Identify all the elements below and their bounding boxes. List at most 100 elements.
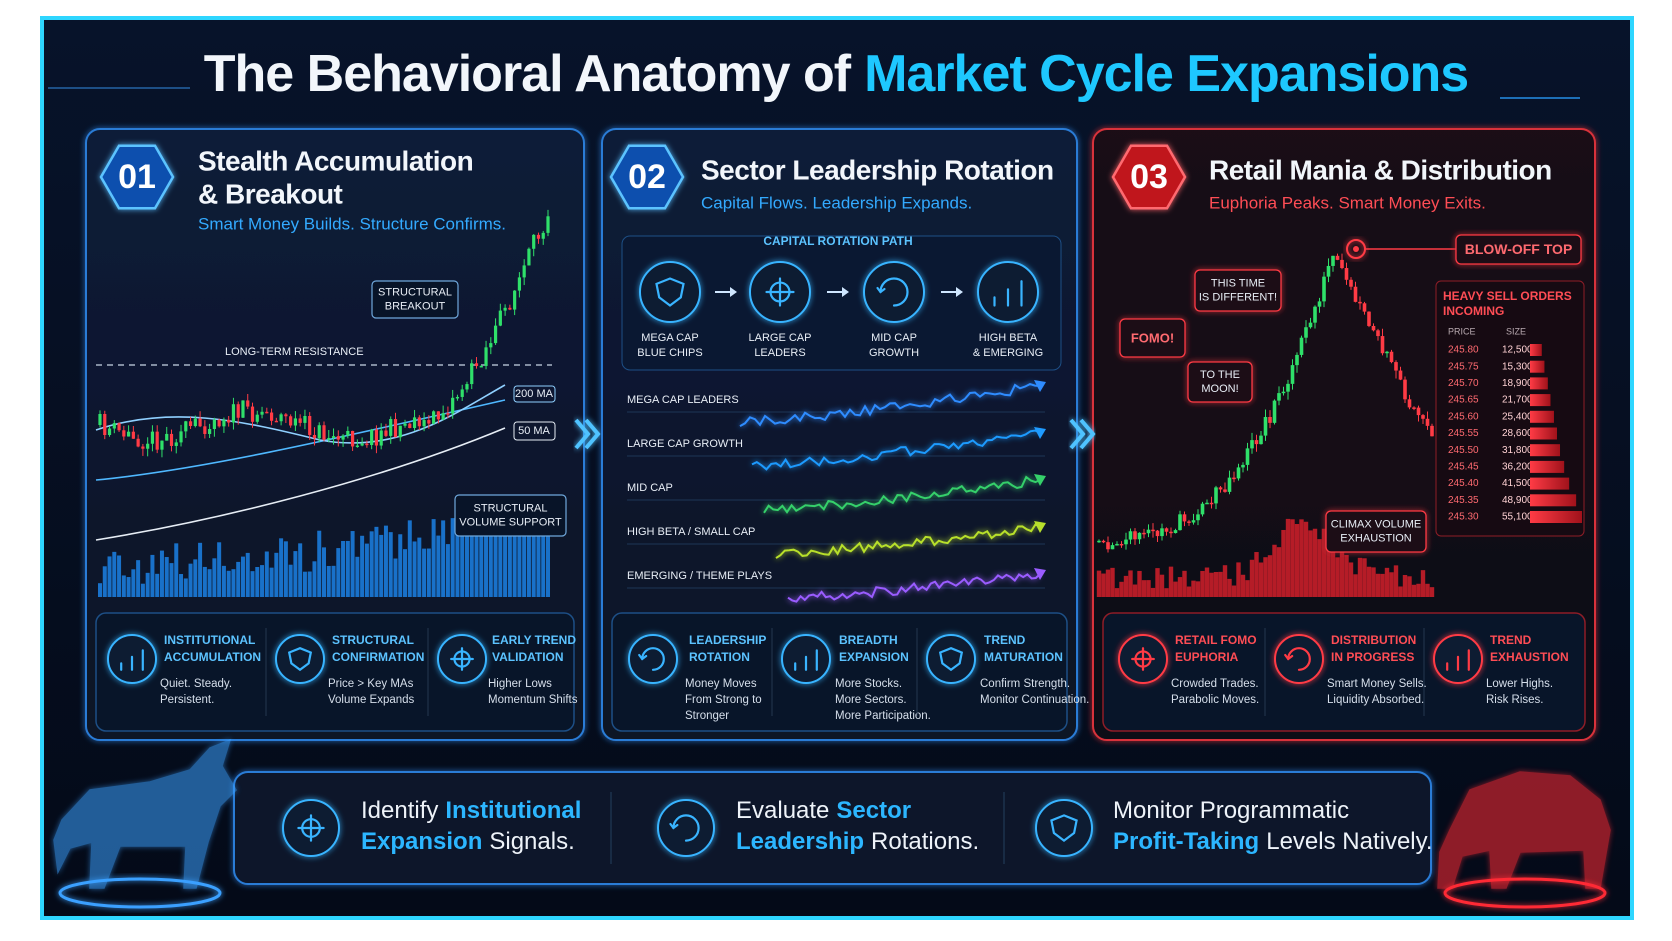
decorative-candle <box>279 414 283 422</box>
decorative-volume <box>1128 570 1133 597</box>
decorative-volume <box>1231 585 1237 597</box>
decorative-volume <box>460 525 465 597</box>
decorative-volume <box>1402 575 1408 597</box>
decorative-volume <box>1177 577 1183 597</box>
feature-title: EXHAUSTION <box>1490 650 1569 664</box>
order-price: 245.75 <box>1448 361 1479 372</box>
feature-text: Smart Money Sells. <box>1327 678 1427 690</box>
decorative-volume <box>240 556 245 597</box>
icon-arrow <box>669 822 679 830</box>
decorative-volume <box>407 520 412 597</box>
icon-arc <box>1287 647 1311 671</box>
sector-label: MEGA CAP LEADERS <box>627 394 739 406</box>
decorative-candle <box>1389 351 1394 363</box>
breakout-label: STRUCTURAL <box>378 286 452 298</box>
decorative-candle <box>503 307 507 311</box>
decorative-volume <box>145 572 150 597</box>
decorative-volume <box>1213 571 1219 597</box>
decorative-volume <box>1407 576 1412 597</box>
decorative-volume <box>546 514 550 597</box>
feature-text: Parabolic Moves. <box>1171 694 1259 706</box>
ma-curve <box>95 384 506 444</box>
decorative-candle <box>255 414 259 422</box>
decorative-volume <box>417 537 422 597</box>
decorative-candle <box>379 430 383 446</box>
feature-title: RETAIL FOMO <box>1175 633 1257 647</box>
decorative-volume <box>474 524 479 597</box>
decorative-volume <box>1344 554 1349 597</box>
feature-text: Volume Expands <box>328 694 415 706</box>
icon-glyph <box>1131 647 1155 671</box>
decorative-volume <box>1429 587 1435 597</box>
pedestal <box>58 877 222 909</box>
rotation-step: GROWTH <box>869 347 919 359</box>
decorative-candle <box>522 265 526 278</box>
decorative-candle <box>374 429 379 446</box>
decorative-volume <box>1159 574 1165 597</box>
decorative-candle <box>393 419 398 438</box>
moon-label: TO THE <box>1200 369 1240 381</box>
decorative-volume <box>336 548 341 597</box>
climax-label: CLIMAX VOLUME <box>1331 518 1421 530</box>
icon-arc <box>879 277 909 307</box>
flow-chevron <box>574 418 591 450</box>
climax-label: EXHAUSTION <box>1340 532 1412 544</box>
decorative-volume <box>1254 552 1259 597</box>
decorative-candle <box>112 423 116 429</box>
feature-title: STRUCTURAL <box>332 633 414 647</box>
decorative-candle <box>1385 351 1389 354</box>
decorative-volume <box>1312 528 1318 597</box>
decorative-volume <box>1384 567 1390 597</box>
decorative-volume <box>136 560 141 597</box>
decorative-volume <box>326 565 331 597</box>
takeaway-part: Leadership <box>736 828 864 855</box>
fomo-label: FOMO! <box>1131 330 1174 345</box>
decorative-candle <box>1421 415 1425 419</box>
decorative-volume <box>1348 562 1354 597</box>
decorative-volume <box>1155 568 1160 597</box>
takeaway-part: Signals. <box>489 828 574 855</box>
order-size: 55,100 <box>1502 512 1533 523</box>
decorative-volume <box>364 543 369 597</box>
decorative-candle <box>1398 370 1403 380</box>
order-size: 31,800 <box>1502 445 1533 456</box>
decorative-volume <box>1398 586 1403 597</box>
takeaway-part: Levels Natively. <box>1266 828 1432 855</box>
sector-arrowhead <box>1034 474 1046 486</box>
decorative-candle <box>1407 399 1412 408</box>
decorative-candle <box>298 418 302 423</box>
feature-text: Crowded Trades. <box>1171 678 1259 690</box>
decorative-candle <box>432 411 436 424</box>
icon-glyph <box>120 649 144 671</box>
decorative-candle <box>322 425 326 440</box>
decorative-candle <box>1223 489 1227 492</box>
order-size-bar <box>1530 394 1551 407</box>
decorative-candle <box>1403 379 1407 400</box>
decorative-candle <box>365 443 369 446</box>
pedestal <box>1443 877 1607 909</box>
decorative-candle <box>131 431 135 439</box>
decorative-candle <box>474 363 479 366</box>
icon-glyph <box>1050 814 1078 842</box>
decorative-volume <box>1393 565 1399 597</box>
ma-curve <box>95 399 506 481</box>
order-size: 18,900 <box>1502 378 1533 389</box>
rotation-step: BLUE CHIPS <box>637 347 702 359</box>
decorative-volume <box>1366 566 1372 597</box>
beast <box>53 738 237 889</box>
rotation-box <box>621 235 1062 371</box>
decorative-candle <box>441 413 445 420</box>
icon-glyph <box>450 647 474 671</box>
decorative-candle <box>312 434 317 439</box>
decorative-volume <box>226 570 231 597</box>
fomo-label-box <box>1119 318 1186 358</box>
decorative-candle <box>208 429 212 434</box>
feature-text: More Sectors. <box>835 694 907 706</box>
blowoff-label: BLOW-OFF TOP <box>1465 241 1573 257</box>
decorative-candle <box>126 431 131 437</box>
decorative-candle <box>1430 425 1434 437</box>
order-price: 245.30 <box>1448 512 1479 523</box>
panel-subtitle: Smart Money Builds. Structure Confirms. <box>198 214 506 233</box>
decorative-volume <box>1195 581 1201 597</box>
decorative-candle <box>303 415 307 423</box>
